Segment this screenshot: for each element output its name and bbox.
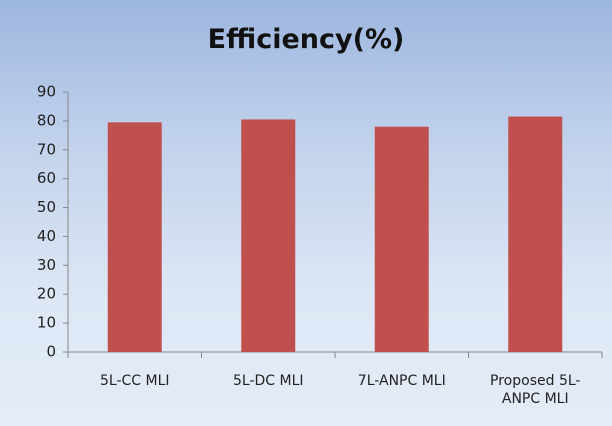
y-tick-label: 0 <box>46 343 56 361</box>
bar <box>107 122 162 352</box>
x-tick-label: 5L-DC MLI <box>232 373 304 389</box>
x-tick-label: 5L-CC MLI <box>99 373 170 389</box>
y-tick-label: 80 <box>37 111 56 129</box>
bar <box>241 119 296 352</box>
bar <box>374 126 429 353</box>
y-tick-label: 10 <box>37 314 56 332</box>
x-tick-label: 7L-ANPC MLI <box>357 373 446 389</box>
y-tick-label: 90 <box>37 83 56 101</box>
y-tick-label: 50 <box>37 198 56 216</box>
y-tick-label: 40 <box>37 227 56 245</box>
x-tick-label: Proposed 5L-ANPC MLI <box>490 373 581 407</box>
bar <box>508 116 563 352</box>
y-tick-label: 70 <box>37 140 56 158</box>
y-tick-label: 60 <box>37 169 56 187</box>
chart-title: Efficiency(%) <box>207 24 405 55</box>
y-tick-label: 30 <box>37 256 56 274</box>
y-tick-label: 20 <box>37 285 56 303</box>
